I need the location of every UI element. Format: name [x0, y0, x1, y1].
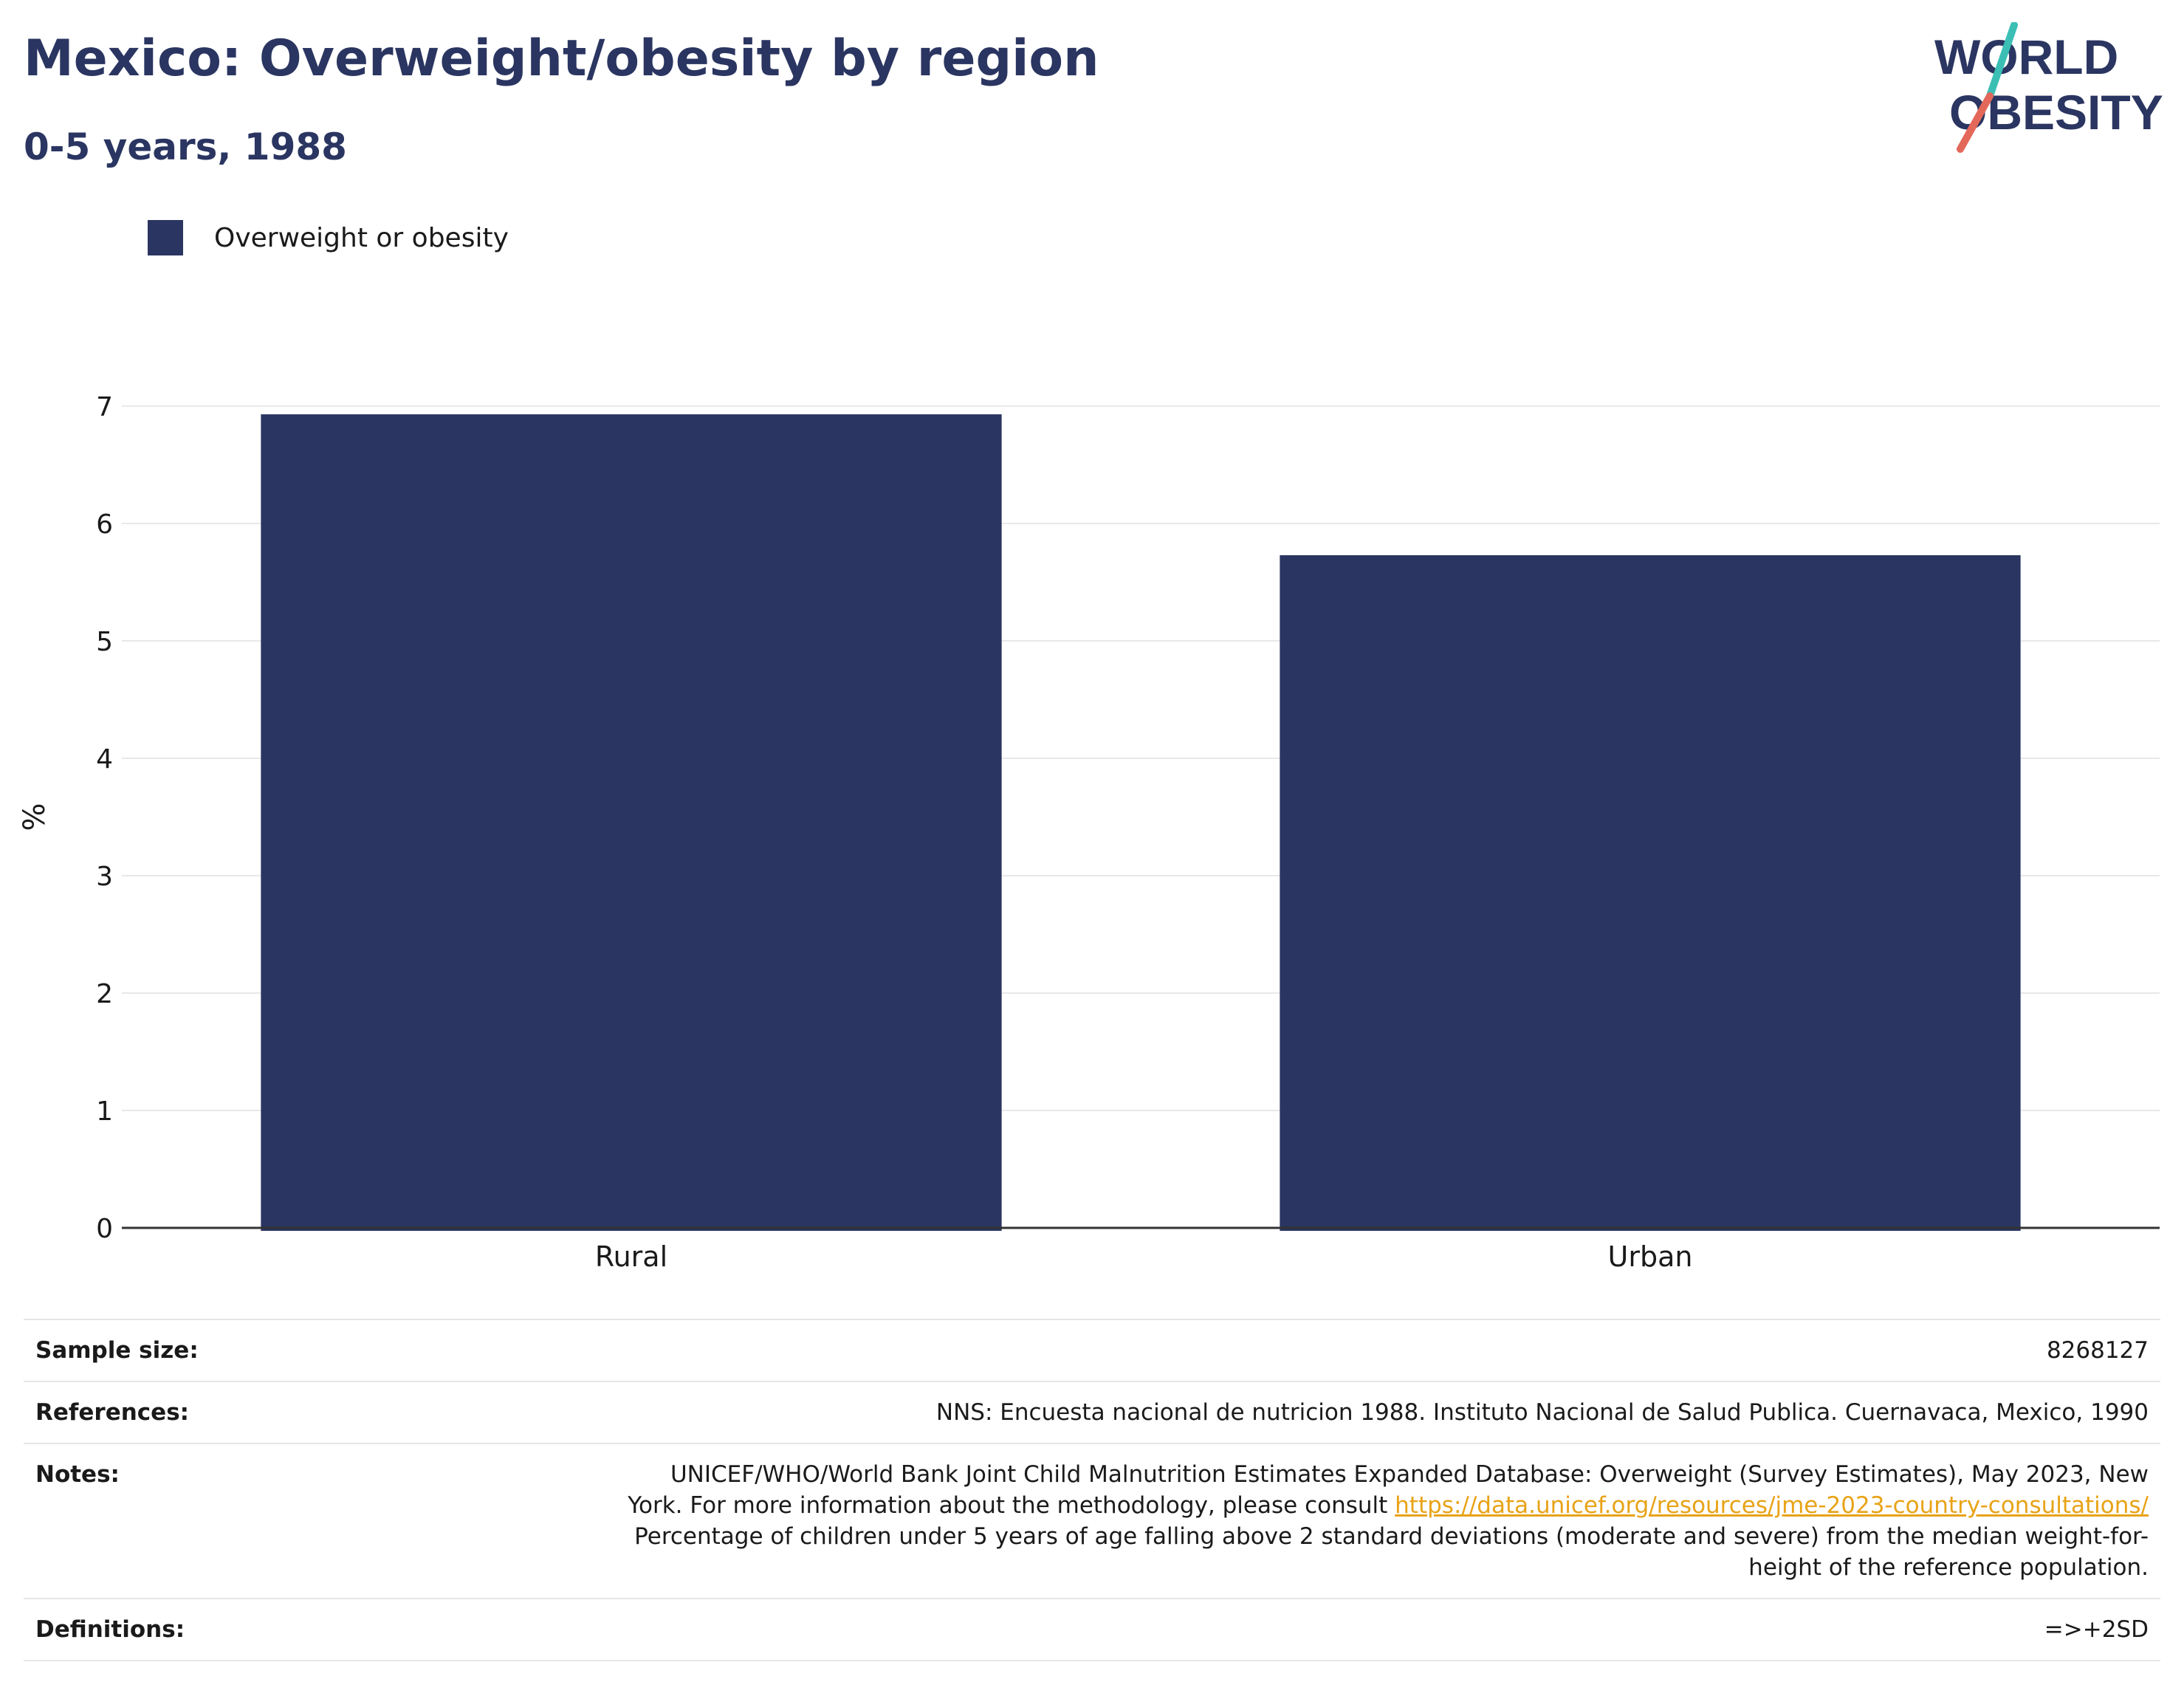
y-axis-label: %: [18, 803, 52, 831]
notes-value: UNICEF/WHO/World Bank Joint Child Malnut…: [628, 1459, 2149, 1583]
y-tick-label: 3: [96, 862, 113, 892]
definitions-value: =>+2SD: [2044, 1616, 2149, 1643]
references-value: NNS: Encuesta nacional de nutricion 1988…: [935, 1399, 2149, 1426]
legend-swatch: [148, 220, 183, 255]
notes-line1: UNICEF/WHO/World Bank Joint Child Malnut…: [670, 1461, 2149, 1488]
notes-label: Notes:: [35, 1461, 120, 1488]
notes-row: Notes: UNICEF/WHO/World Bank Joint Child…: [24, 1444, 2160, 1599]
legend-label: Overweight or obesity: [214, 222, 509, 253]
bar-chart: 0 1 2 3 4 5 6 7 Rural Urban%: [18, 392, 2160, 1273]
y-tick-label: 0: [96, 1214, 113, 1244]
notes-line4: height of the reference population.: [1748, 1554, 2149, 1581]
y-tick-label: 2: [96, 979, 113, 1009]
bar: [1280, 555, 2021, 1231]
x-tick-label: Urban: [1608, 1240, 1693, 1273]
definitions-label: Definitions:: [35, 1616, 185, 1643]
sample-size-value: 8268127: [2046, 1337, 2149, 1364]
y-tick-label: 4: [96, 744, 113, 775]
page-title: Mexico: Overweight/obesity by region: [24, 30, 1099, 88]
logo-line1: WORLD: [1934, 30, 2118, 84]
logo-slash-teal: [1986, 22, 2018, 100]
sample-size-label: Sample size:: [35, 1337, 199, 1364]
x-tick-label: Rural: [595, 1240, 667, 1273]
references-row: References: NNS: Encuesta nacional de nu…: [24, 1382, 2160, 1444]
logo-slash-red: [1957, 92, 1994, 153]
sample-size-row: Sample size: 8268127: [24, 1320, 2160, 1382]
bar: [261, 414, 1002, 1231]
notes-line2-prefix: York. For more information about the met…: [628, 1492, 1395, 1519]
world-obesity-logo: WORLD OBESITY: [1934, 22, 2163, 153]
chart-legend: Overweight or obesity: [148, 220, 509, 255]
y-tick-label: 5: [96, 627, 113, 657]
definitions-row: Definitions: =>+2SD: [24, 1599, 2160, 1661]
metadata-table: Sample size: 8268127 References: NNS: En…: [24, 1319, 2160, 1661]
y-tick-label: 6: [96, 509, 113, 540]
references-label: References:: [35, 1399, 190, 1426]
y-tick-label: 1: [96, 1096, 113, 1127]
notes-link[interactable]: https://data.unicef.org/resources/jme-20…: [1395, 1492, 2149, 1519]
y-tick-label: 7: [96, 392, 113, 422]
page-subtitle: 0-5 years, 1988: [24, 126, 347, 168]
notes-line3: Percentage of children under 5 years of …: [634, 1523, 2149, 1550]
